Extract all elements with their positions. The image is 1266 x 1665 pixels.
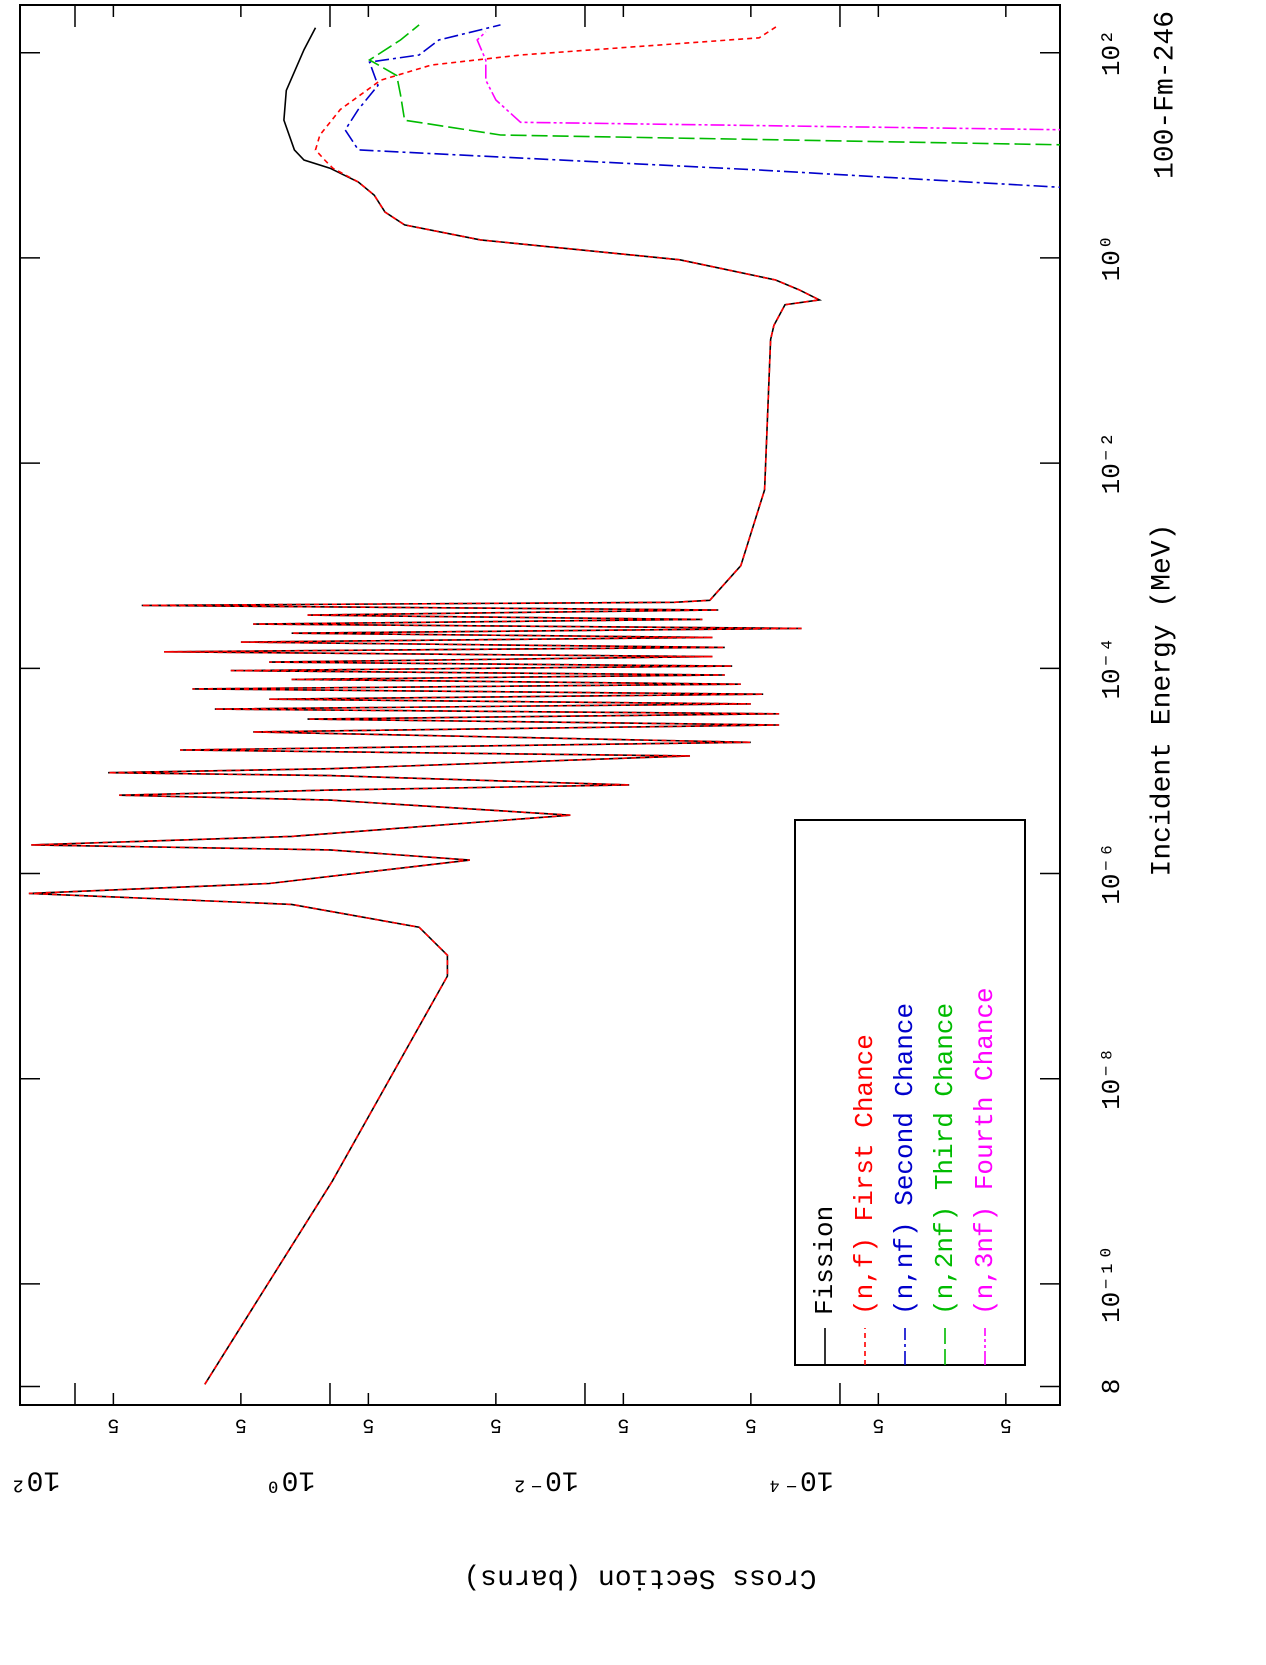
x-tick-label: 8 xyxy=(1097,1379,1127,1395)
y-tick-label: 10⁰ xyxy=(265,1464,315,1495)
series-line xyxy=(476,31,1060,131)
y-tick-label: 5 xyxy=(362,1413,374,1436)
x-tick-label: 10⁻¹⁰ xyxy=(1097,1245,1127,1323)
series-line xyxy=(367,24,1060,146)
y-tick-label: 5 xyxy=(490,1413,502,1436)
x-axis-label: Incident Energy (MeV) xyxy=(1147,524,1178,877)
series-line xyxy=(28,27,823,1385)
legend-label: (n,2nf) Third Chance xyxy=(930,1003,960,1315)
y-tick-label: 5 xyxy=(107,1413,119,1436)
legend-box xyxy=(794,819,1026,1366)
y-tick-label: 5 xyxy=(1000,1413,1012,1436)
legend-label: Fission xyxy=(810,1206,840,1315)
y-tick-label: 5 xyxy=(235,1413,247,1436)
series-line xyxy=(28,24,823,1385)
legend-label: (n,f) First Chance xyxy=(850,1034,880,1315)
plot-frame xyxy=(19,4,1061,1406)
y-tick-label: 5 xyxy=(745,1413,757,1436)
x-tick-label: 10⁰ xyxy=(1097,235,1127,282)
y-tick-label: 5 xyxy=(872,1413,884,1436)
x-tick-label: 10⁻⁴ xyxy=(1097,637,1127,699)
x-tick-label: 10⁻² xyxy=(1097,432,1127,494)
y-tick-label: 10⁻⁴ xyxy=(766,1464,833,1495)
annotation: 100-Fm-246 xyxy=(1150,11,1181,179)
x-tick-label: 10⁻⁸ xyxy=(1097,1047,1127,1109)
legend-label: (n,nf) Second Chance xyxy=(890,1003,920,1315)
series-line xyxy=(344,24,1060,189)
x-tick-label: 10⁻⁶ xyxy=(1097,842,1127,904)
legend-label: (n,3nf) Fourth Chance xyxy=(970,987,1000,1315)
plot-area xyxy=(28,24,1060,1385)
y-tick-label: 10² xyxy=(10,1464,60,1495)
y-tick-label: 10⁻² xyxy=(511,1464,578,1495)
y-tick-label: 5 xyxy=(617,1413,629,1436)
y-axis-label: Cross Section (barns) xyxy=(464,1562,817,1593)
x-tick-label: 10² xyxy=(1097,29,1127,76)
